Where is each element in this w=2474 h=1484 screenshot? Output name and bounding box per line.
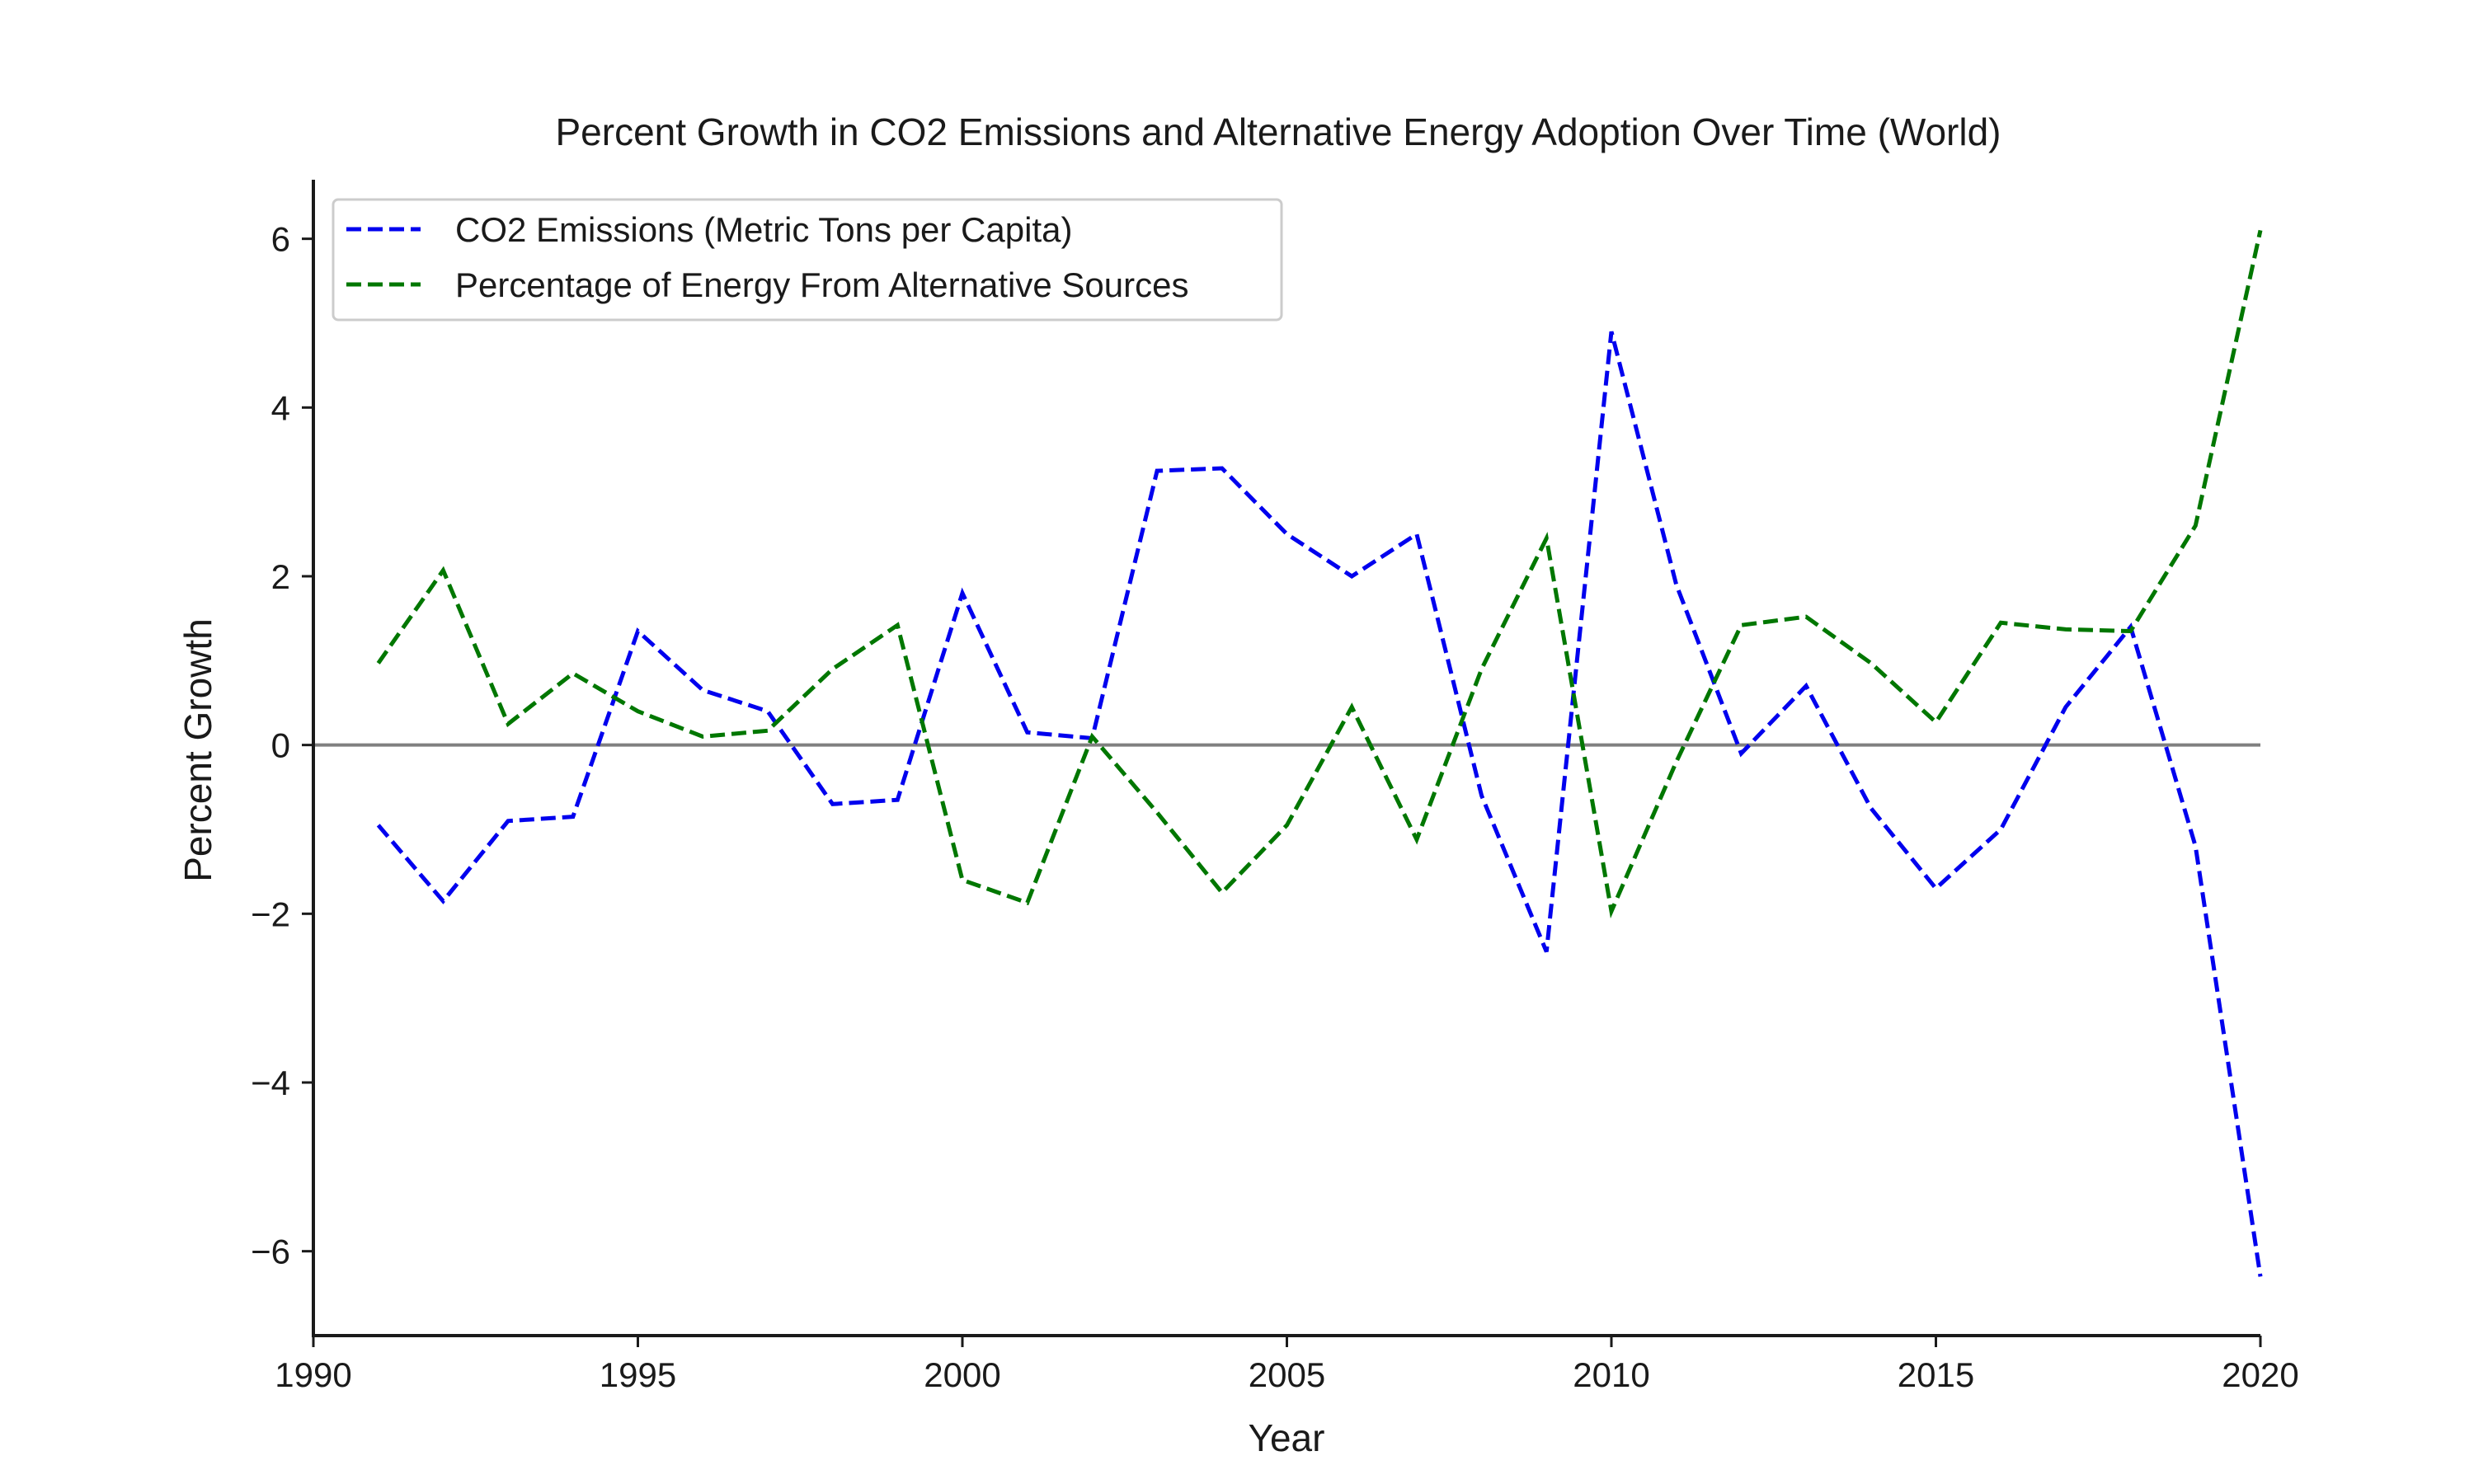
- y-tick-label: 2: [271, 557, 290, 596]
- y-tick-label: −2: [251, 895, 290, 933]
- y-tick-label: 4: [271, 388, 290, 427]
- x-tick-label: 2015: [1898, 1355, 1974, 1394]
- legend-label-alternative: Percentage of Energy From Alternative So…: [455, 265, 1188, 304]
- legend-box: [332, 198, 1283, 322]
- x-axis-label: Year: [1249, 1416, 1325, 1459]
- y-tick-label: −4: [251, 1064, 290, 1102]
- legend: CO2 Emissions (Metric Tons per Capita) P…: [332, 198, 1283, 322]
- y-axis-label: Percent Growth: [176, 618, 219, 882]
- x-axis-ticks: 1990 1995 2000 2005 2010 2015 2020: [275, 1336, 2299, 1394]
- x-tick-label: 2005: [1249, 1355, 1325, 1394]
- x-tick-label: 2020: [2222, 1355, 2298, 1394]
- y-axis-ticks: −6 −4 −2 0 2 4 6: [251, 220, 313, 1271]
- y-tick-label: −6: [251, 1233, 290, 1271]
- chart-title: Percent Growth in CO2 Emissions and Alte…: [555, 110, 2001, 153]
- series-lines: [376, 229, 2263, 1277]
- legend-label-co2: CO2 Emissions (Metric Tons per Capita): [455, 210, 1072, 249]
- series-line-0: [376, 331, 2263, 1277]
- series-line-1: [376, 229, 2263, 918]
- y-tick-label: 0: [271, 726, 290, 765]
- x-tick-label: 2010: [1573, 1355, 1649, 1394]
- x-tick-label: 1990: [275, 1355, 351, 1394]
- x-tick-label: 1995: [600, 1355, 676, 1394]
- y-tick-label: 6: [271, 220, 290, 259]
- x-tick-label: 2000: [924, 1355, 1000, 1394]
